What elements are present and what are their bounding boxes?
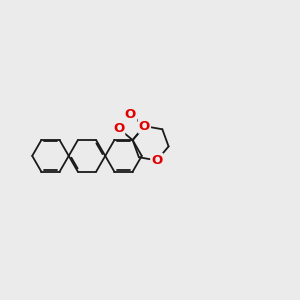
Text: O: O bbox=[151, 154, 163, 167]
Text: O: O bbox=[113, 122, 124, 135]
Text: O: O bbox=[125, 108, 136, 121]
Text: O: O bbox=[139, 120, 150, 133]
